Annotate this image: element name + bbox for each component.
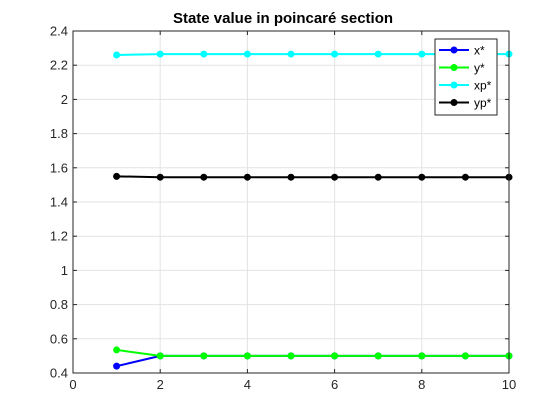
y-tick-label: 2.4: [50, 24, 68, 39]
legend-label: x*: [474, 44, 485, 58]
y-tick-label: 1.4: [50, 195, 68, 210]
data-point: [287, 352, 295, 360]
data-point: [331, 352, 339, 360]
legend-label: y*: [474, 61, 485, 75]
legend-entry: y*: [439, 61, 485, 75]
data-point: [418, 352, 426, 360]
legend-entry: yp*: [439, 96, 492, 110]
legend-label: yp*: [474, 96, 492, 110]
y-tick-label: 0.8: [50, 297, 68, 312]
legend-marker: [450, 64, 458, 71]
ticks: 0 2 4 6 8 10 0.4 0.6 0.8 1 1.2 1.4 1.6 1.8 2 2.2 2.4: [50, 24, 516, 393]
data-point: [243, 173, 251, 181]
series-line: [116, 348, 509, 357]
x-tick-label: 4: [244, 377, 251, 392]
x-tick-label: 6: [331, 377, 338, 392]
data-point: [461, 173, 469, 181]
legend-entry: x*: [439, 44, 485, 58]
data-point: [113, 172, 121, 180]
data-point: [287, 173, 295, 181]
data-point: [113, 362, 121, 370]
chart-title: State value in poincaré section: [173, 10, 393, 27]
data-point: [156, 50, 164, 58]
data-point: [461, 352, 469, 360]
y-tick-label: 1: [61, 263, 68, 278]
y-tick-label: 1.8: [50, 126, 68, 141]
legend-label: xp*: [474, 79, 492, 93]
data-point: [418, 173, 426, 181]
legend: x* y* xp* yp*: [434, 38, 498, 116]
y-tick-label: 1.2: [50, 229, 68, 244]
data-point: [200, 352, 208, 360]
data-point: [113, 346, 121, 354]
legend-marker: [450, 99, 458, 106]
data-point: [374, 173, 382, 181]
data-point: [200, 50, 208, 58]
data-point: [243, 352, 251, 360]
y-tick-label: 1.6: [50, 160, 68, 175]
data-point: [243, 50, 251, 58]
data-point: [156, 352, 164, 360]
series-4: [113, 172, 513, 181]
y-tick-label: 2.2: [50, 58, 68, 73]
legend-marker: [450, 46, 458, 54]
legend-marker: [450, 81, 458, 89]
data-point: [374, 50, 382, 58]
y-tick-label: 0.6: [50, 331, 68, 346]
x-tick-label: 0: [69, 377, 76, 392]
y-tick-label: 0.4: [50, 366, 68, 381]
series-2: [113, 346, 513, 360]
grid: [72, 30, 510, 374]
x-tick-label: 10: [502, 377, 516, 392]
legend-entry: xp*: [439, 79, 492, 93]
y-tick-label: 2: [61, 92, 68, 107]
data-point: [374, 352, 382, 360]
x-tick-label: 8: [418, 377, 425, 392]
data-point: [200, 173, 208, 181]
data-point: [287, 50, 295, 58]
data-point: [156, 173, 164, 181]
data-point: [331, 173, 339, 181]
data-point: [418, 50, 426, 58]
x-tick-label: 2: [157, 377, 164, 392]
series-line: [116, 175, 509, 179]
data-point: [331, 50, 339, 58]
data-point: [113, 51, 121, 59]
